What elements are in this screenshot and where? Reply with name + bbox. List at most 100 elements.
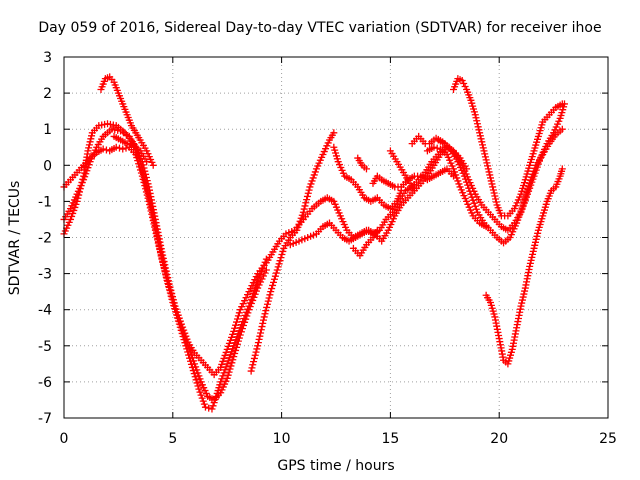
- data-point-marker: [235, 309, 243, 317]
- data-point-marker: [233, 343, 241, 351]
- data-point-marker: [242, 294, 250, 302]
- data-point-marker: [221, 366, 229, 374]
- data-point-marker: [168, 293, 176, 301]
- data-point-marker: [152, 229, 160, 237]
- data-point-marker: [277, 254, 285, 262]
- data-point-marker: [526, 262, 534, 270]
- data-series: [423, 143, 490, 231]
- y-tick-label: -7: [38, 411, 52, 427]
- data-point-marker: [154, 239, 162, 247]
- data-series: [354, 154, 370, 173]
- y-tick-label: -2: [38, 231, 52, 247]
- data-point-marker: [242, 315, 250, 323]
- data-point-marker: [136, 166, 144, 174]
- data-point-marker: [247, 367, 255, 375]
- data-point-marker: [533, 232, 541, 240]
- data-point-marker: [310, 171, 318, 179]
- y-tick-label: -6: [38, 375, 52, 391]
- data-point-marker: [523, 189, 531, 197]
- data-point-marker: [468, 193, 476, 201]
- data-point-marker: [183, 335, 191, 343]
- data-point-marker: [139, 161, 147, 169]
- data-point-marker: [122, 144, 130, 152]
- data-point-marker: [520, 290, 528, 298]
- data-series: [60, 143, 299, 379]
- grid: [64, 57, 608, 418]
- data-point-marker: [195, 372, 203, 380]
- data-point-marker: [303, 192, 311, 200]
- y-tick-label: -3: [38, 267, 52, 283]
- data-point-marker: [519, 201, 527, 209]
- data-point-marker: [241, 318, 249, 326]
- data-point-marker: [224, 342, 232, 350]
- data-point-marker: [228, 333, 236, 341]
- y-tick-label: -4: [38, 303, 52, 319]
- data-point-marker: [264, 297, 272, 305]
- data-point-marker: [430, 143, 438, 151]
- data-point-marker: [163, 274, 171, 282]
- data-point-marker: [528, 253, 536, 261]
- data-point-marker: [514, 216, 522, 224]
- y-axis-label: SDTVAR / TECUs: [7, 181, 23, 296]
- data-point-marker: [82, 170, 90, 178]
- data-point-marker: [67, 215, 75, 223]
- data-point-marker: [141, 182, 149, 190]
- data-point-marker: [471, 202, 479, 210]
- data-point-marker: [479, 141, 487, 149]
- data-point-marker: [309, 174, 317, 182]
- data-series: [291, 143, 449, 241]
- data-point-marker: [123, 140, 131, 148]
- data-point-marker: [235, 334, 243, 342]
- x-tick-label: 10: [273, 431, 291, 447]
- data-point-marker: [146, 204, 154, 212]
- data-point-marker: [253, 345, 261, 353]
- data-point-marker: [477, 135, 485, 143]
- data-point-marker: [304, 189, 312, 197]
- data-point-marker: [487, 177, 495, 185]
- data-point-marker: [558, 125, 566, 133]
- data-point-marker: [156, 249, 164, 257]
- data-points: [60, 73, 568, 413]
- data-point-marker: [167, 290, 175, 298]
- data-point-marker: [230, 353, 238, 361]
- data-point-marker: [274, 263, 282, 271]
- data-point-marker: [228, 359, 236, 367]
- data-point-marker: [527, 256, 535, 264]
- data-point-marker: [219, 357, 227, 365]
- data-point-marker: [478, 138, 486, 146]
- data-point-marker: [464, 181, 472, 189]
- data-point-marker: [278, 251, 286, 259]
- data-series: [349, 226, 381, 260]
- data-point-marker: [80, 176, 88, 184]
- data-point-marker: [461, 175, 469, 183]
- data-point-marker: [99, 145, 107, 153]
- data-point-marker: [221, 351, 229, 359]
- data-point-marker: [306, 183, 314, 191]
- data-point-marker: [454, 177, 462, 185]
- data-point-marker: [137, 169, 145, 177]
- data-series: [97, 73, 157, 169]
- data-point-marker: [231, 350, 239, 358]
- data-point-marker: [270, 275, 278, 283]
- data-point-marker: [155, 242, 163, 250]
- data-point-marker: [159, 258, 167, 266]
- data-point-marker: [151, 226, 159, 234]
- data-point-marker: [246, 285, 254, 293]
- data-point-marker: [233, 315, 241, 323]
- data-point-marker: [199, 397, 207, 405]
- data-point-marker: [229, 356, 237, 364]
- data-point-marker: [261, 269, 269, 277]
- data-point-marker: [222, 348, 230, 356]
- data-point-marker: [84, 164, 92, 172]
- data-point-marker: [488, 180, 496, 188]
- y-tick-label: 0: [43, 158, 52, 174]
- data-point-marker: [270, 278, 278, 286]
- data-point-marker: [252, 287, 260, 295]
- data-point-marker: [244, 291, 252, 299]
- data-point-marker: [558, 100, 566, 108]
- data-point-marker: [302, 199, 310, 207]
- data-point-marker: [249, 361, 257, 369]
- y-tick-label: -1: [38, 194, 52, 210]
- data-point-marker: [522, 192, 530, 200]
- data-point-marker: [126, 141, 134, 149]
